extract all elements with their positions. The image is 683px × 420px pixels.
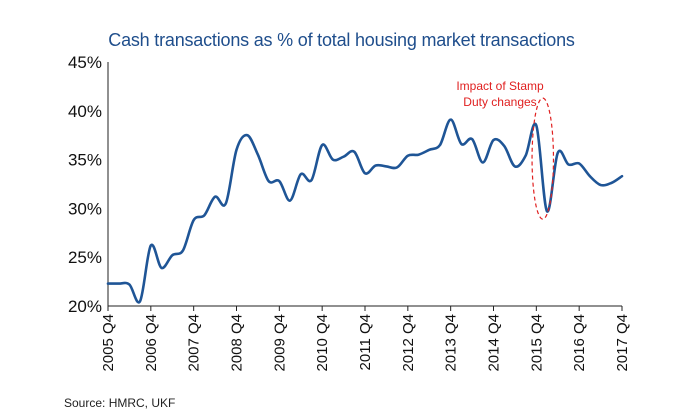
y-axis-ticks: 20% 25% 30% 35% 40% 45% bbox=[68, 53, 102, 316]
x-tick-label: 2015 Q4 bbox=[528, 314, 545, 372]
x-tick-label: 2016 Q4 bbox=[571, 314, 588, 372]
chart-title: Cash transactions as % of total housing … bbox=[108, 30, 575, 50]
y-tick-label: 20% bbox=[68, 297, 102, 316]
x-tick-label: 2007 Q4 bbox=[186, 314, 203, 372]
y-tick-label: 25% bbox=[68, 248, 102, 267]
x-tick-label: 2014 Q4 bbox=[486, 314, 503, 372]
source-note: Source: HMRC, UKF bbox=[64, 396, 176, 410]
x-tick-label: 2008 Q4 bbox=[229, 314, 246, 372]
x-tick-label: 2006 Q4 bbox=[143, 314, 160, 372]
y-tick-label: 30% bbox=[68, 199, 102, 218]
x-tick-label: 2012 Q4 bbox=[400, 314, 417, 372]
annotation-line: Duty changes bbox=[463, 95, 536, 109]
y-tick-label: 40% bbox=[68, 102, 102, 121]
x-tick-label: 2009 Q4 bbox=[271, 314, 288, 372]
x-tick-label: 2011 Q4 bbox=[357, 314, 374, 370]
series-line-cash-share bbox=[106, 118, 624, 304]
x-tick-label: 2017 Q4 bbox=[614, 314, 631, 372]
x-tick-label: 2005 Q4 bbox=[100, 314, 117, 372]
y-tick-label: 45% bbox=[68, 53, 102, 72]
annotation-ellipse bbox=[531, 97, 555, 220]
x-tick-label: 2013 Q4 bbox=[443, 314, 460, 372]
annotation-text: Impact of Stamp Duty changes bbox=[456, 79, 544, 109]
annotation-line: Impact of Stamp bbox=[456, 79, 544, 93]
x-tick-label: 2010 Q4 bbox=[314, 314, 331, 372]
y-tick-label: 35% bbox=[68, 151, 102, 170]
x-axis-ticks: 2005 Q4 2006 Q4 2007 Q4 2008 Q4 2009 Q4 2010 … bbox=[100, 306, 631, 372]
